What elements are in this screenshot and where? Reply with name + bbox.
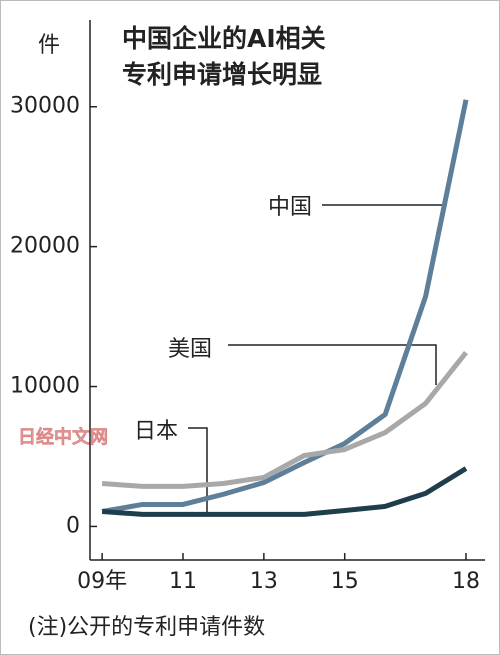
- y-tick-label: 30000: [10, 94, 80, 119]
- series-line: [101, 350, 468, 489]
- leader-line: [228, 344, 437, 385]
- watermark: 日经中文网: [18, 426, 108, 448]
- chart-title: 专利申请增长明显: [122, 60, 322, 89]
- y-tick-label: 0: [66, 513, 80, 538]
- x-tick-label: 09年: [77, 569, 127, 594]
- x-tick-label: 15: [331, 569, 359, 594]
- x-tick-label: 18: [452, 569, 480, 594]
- series-label: 美国: [168, 337, 212, 362]
- x-tick-label: 13: [250, 569, 278, 594]
- series-line: [101, 466, 468, 517]
- note: (注)公开的专利申请件数: [28, 615, 265, 640]
- series-label: 中国: [268, 195, 312, 220]
- y-tick-label: 20000: [10, 234, 80, 259]
- series-label: 日本: [134, 419, 178, 444]
- x-tick-label: 11: [169, 569, 197, 594]
- chart-title: 中国企业的AI相关: [122, 24, 326, 53]
- y-unit: 件: [38, 33, 60, 58]
- y-tick-label: 10000: [10, 374, 80, 399]
- series-line: [101, 99, 469, 514]
